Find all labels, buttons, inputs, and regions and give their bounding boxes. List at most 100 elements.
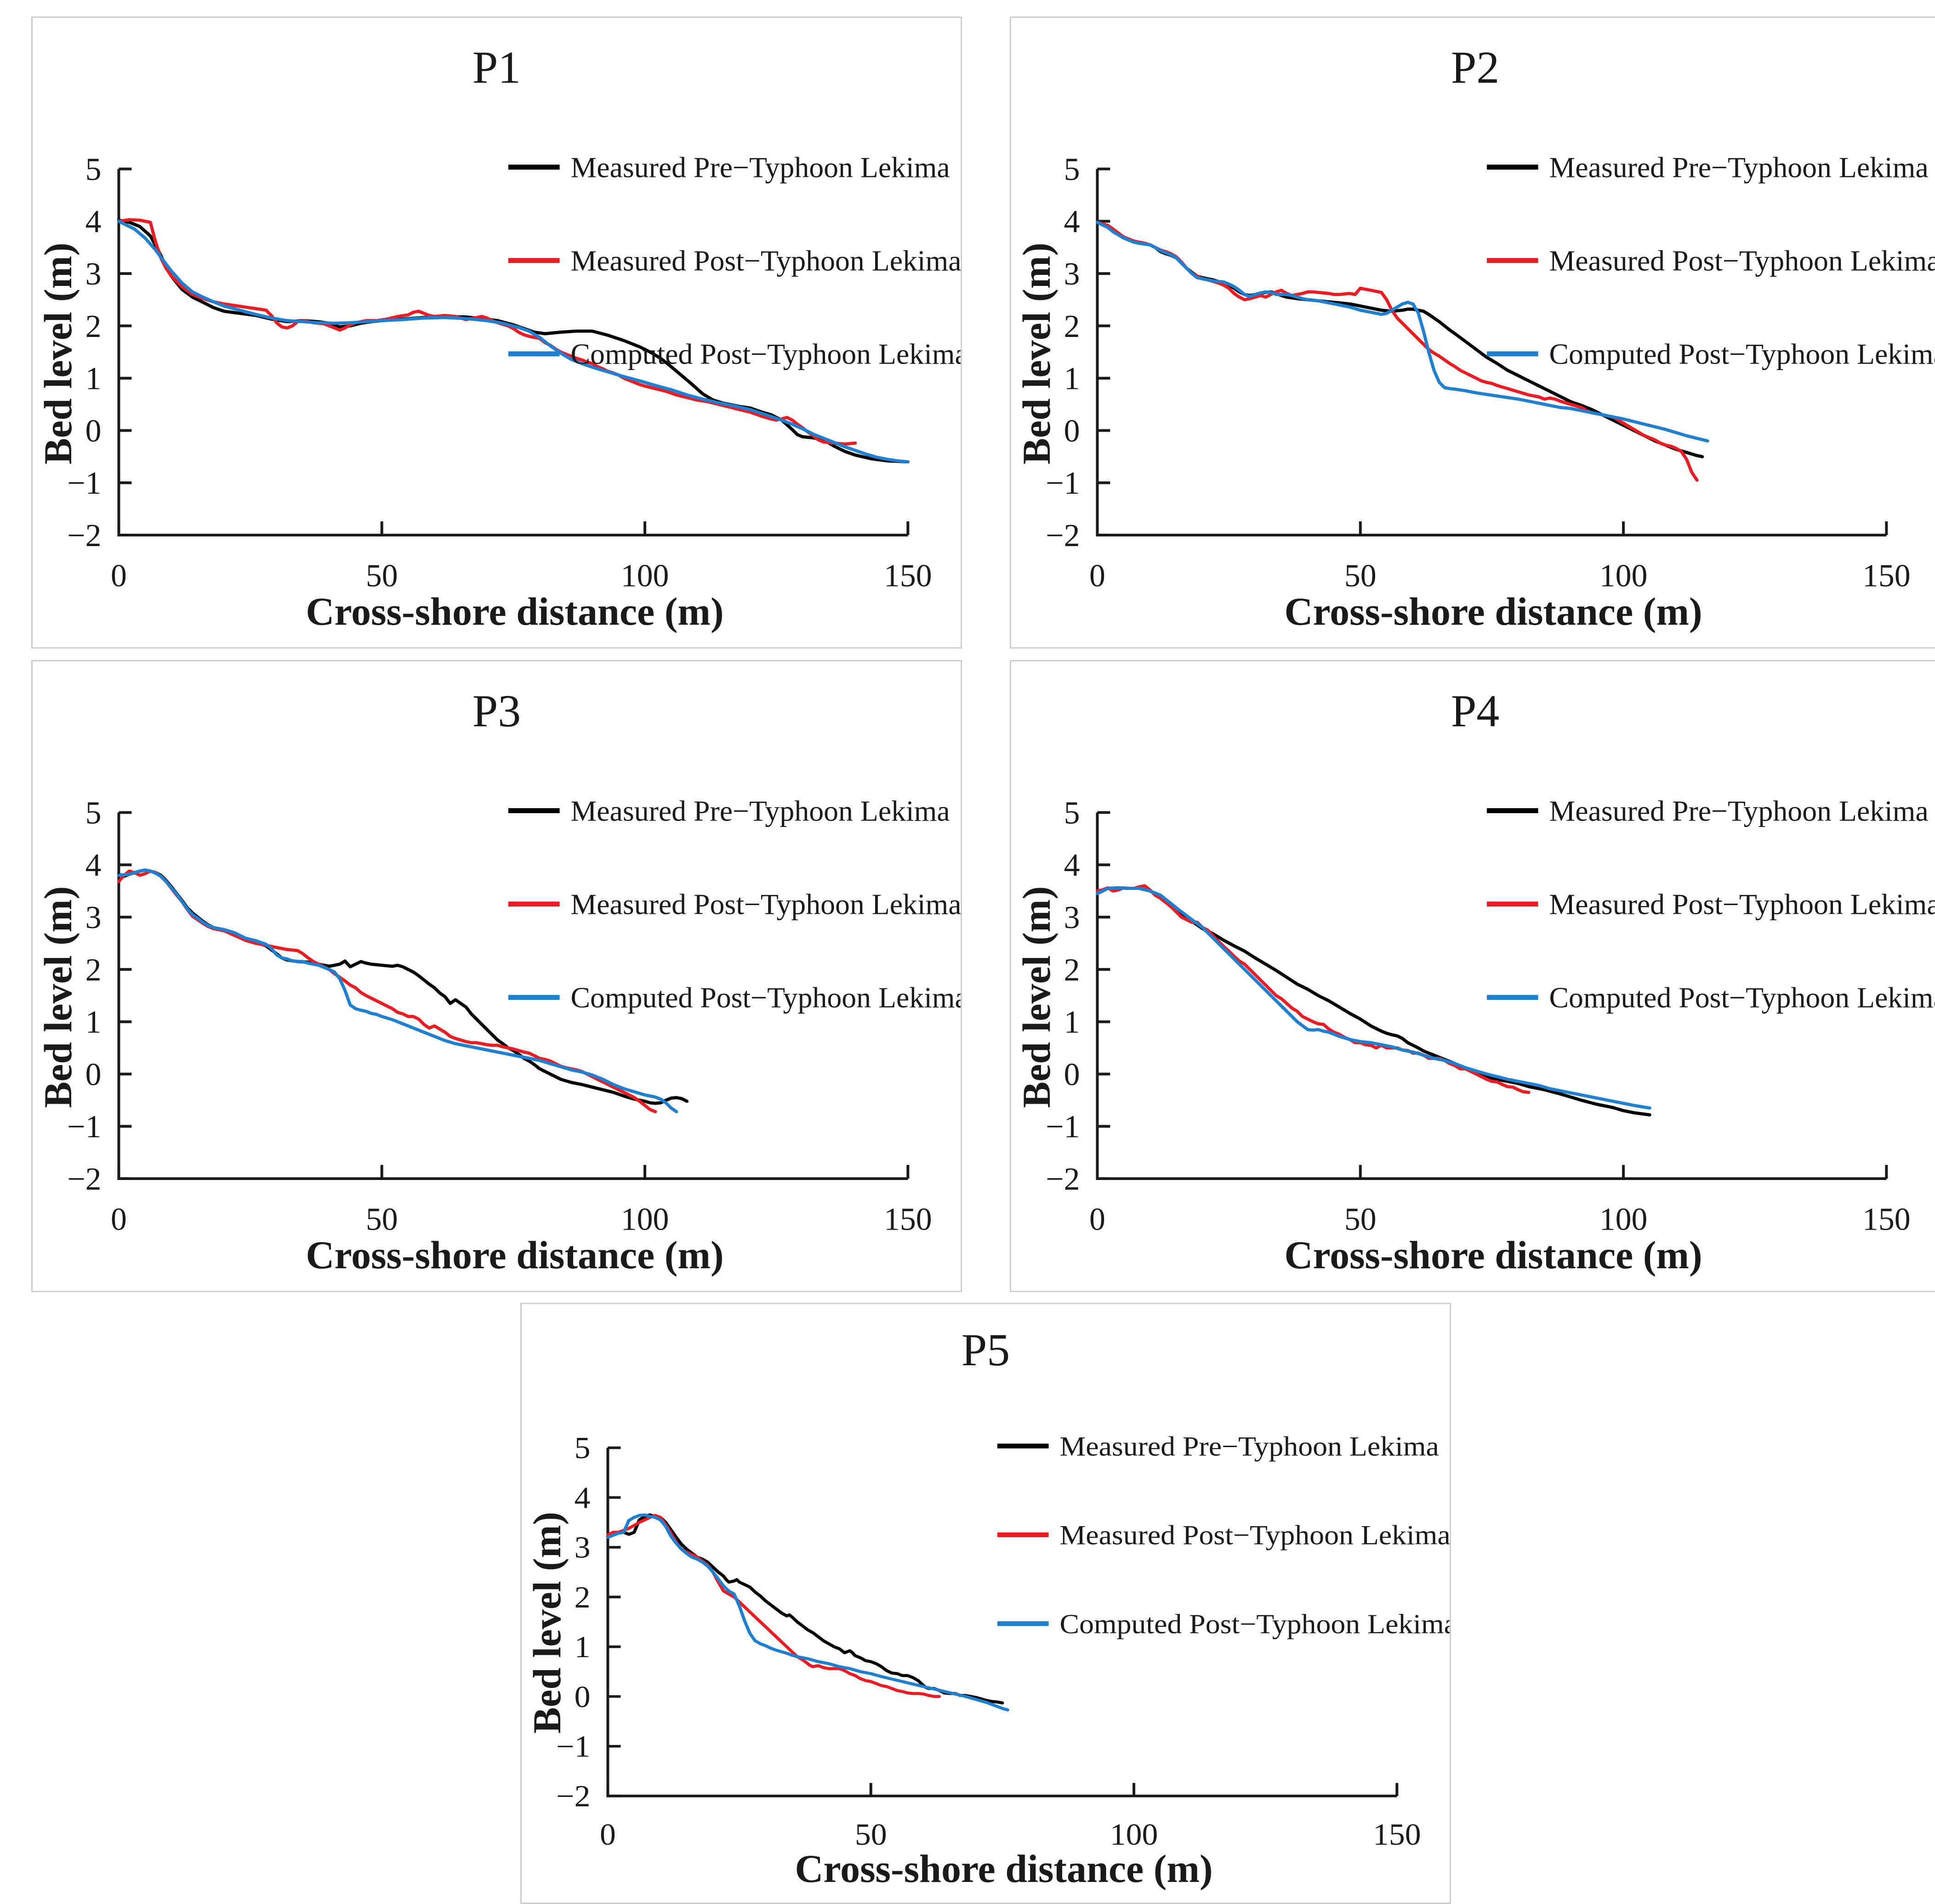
y-tick-label: −2 [1046,518,1080,553]
legend-label: Measured Pre−Typhoon Lekima [1549,795,1929,827]
y-tick-label: 5 [1064,795,1080,831]
y-tick-label: −2 [67,1162,101,1197]
chart-title: P2 [1451,42,1500,93]
y-tick-label: 1 [85,1005,102,1040]
y-tick-label: 2 [1064,952,1080,988]
y-tick-label: 0 [575,1680,591,1714]
legend-label: Computed Post−Typhoon Lekima [571,981,961,1014]
legend-label: Measured Post−Typhoon Lekima [1549,245,1935,277]
chart-title: P1 [472,42,521,93]
y-tick-label: 5 [85,152,102,187]
x-tick-label: 0 [1089,1202,1105,1237]
series-line-2 [1095,884,1531,1094]
legend-label: Measured Post−Typhoon Lekima [1549,888,1935,921]
chart-title: P3 [472,685,521,736]
x-tick-label: 50 [1344,559,1377,594]
y-tick-label: −2 [67,518,101,553]
y-tick-label: 5 [575,1431,591,1465]
y-tick-label: 2 [85,309,102,344]
chart-title: P4 [1451,685,1500,736]
legend-label: Measured Post−Typhoon Lekima [571,888,961,921]
series-line-1 [606,1513,1004,1704]
y-tick-label: 3 [1064,257,1080,292]
series-line-3 [606,1513,1009,1712]
x-tick-label: 100 [1110,1818,1158,1852]
chart-title: P5 [961,1324,1010,1375]
x-tick-label: 50 [1344,1202,1377,1237]
series-line-3 [117,219,910,464]
x-tick-label: 100 [621,559,669,594]
legend-label: Measured Post−Typhoon Lekima [1060,1520,1450,1551]
y-tick-label: −1 [1046,466,1080,501]
x-tick-label: 100 [1599,559,1648,594]
x-axis-label: Cross-shore distance (m) [306,589,724,633]
x-tick-label: 0 [111,1202,127,1237]
y-tick-label: −2 [1046,1162,1080,1197]
y-tick-label: 3 [1064,900,1080,935]
y-tick-label: −1 [67,1109,101,1145]
series-line-3 [117,868,678,1113]
legend-label: Measured Pre−Typhoon Lekima [571,151,950,184]
y-tick-label: 2 [575,1580,591,1614]
x-tick-label: 50 [366,1202,398,1237]
plot-canvas-p4: 5 4 3 2 1 0 −1 −2 0 50 100 150 Measured Pre−Typhoon … [1046,795,1935,1237]
y-tick-label: 4 [85,204,102,239]
x-tick-label: 0 [1089,559,1105,594]
y-tick-label: −1 [1046,1109,1080,1145]
chart-panel-p2: P2 Bed level (m) Cross-shore distance (m… [1010,17,1935,649]
x-tick-label: 150 [884,559,932,594]
y-tick-label: 5 [1064,152,1080,187]
x-axis-label: Cross-shore distance (m) [1284,589,1702,633]
legend-label: Computed Post−Typhoon Lekima [571,338,961,371]
chart-panel-p4: P4 Bed level (m) Cross-shore distance (m… [1010,660,1935,1292]
y-tick-label: 3 [85,900,102,935]
x-tick-label: 100 [1599,1202,1648,1237]
chart-panel-p5: P5 Bed level (m) Cross-shore distance (m… [520,1303,1451,1904]
y-tick-label: 1 [1064,1005,1080,1040]
y-tick-label: 1 [1064,361,1080,397]
plot-canvas-p3: 5 4 3 2 1 0 −1 −2 0 50 100 150 Measured Pre−Typhoon … [67,795,961,1237]
x-axis-label: Cross-shore distance (m) [306,1233,724,1277]
y-tick-label: 0 [85,413,102,449]
x-tick-label: 150 [884,1202,932,1237]
x-axis-label: Cross-shore distance (m) [795,1847,1213,1891]
x-tick-label: 50 [855,1818,887,1852]
x-tick-label: 50 [366,559,398,594]
x-tick-label: 150 [1862,1202,1911,1237]
y-tick-label: 5 [85,795,102,831]
legend-label: Measured Pre−Typhoon Lekima [1060,1431,1439,1462]
legend-label: Measured Post−Typhoon Lekima [571,245,961,277]
y-tick-label: 0 [1064,1057,1080,1092]
x-tick-label: 100 [621,1202,669,1237]
x-axis-label: Cross-shore distance (m) [1284,1233,1702,1277]
y-tick-label: 4 [1064,848,1080,883]
legend-label: Measured Pre−Typhoon Lekima [571,795,950,827]
y-tick-label: 0 [1064,413,1080,449]
plot-canvas-p1: 5 4 3 2 1 0 −1 −2 0 50 100 150 Measured Pre−Typhoon … [67,151,961,594]
y-tick-label: 3 [575,1530,591,1564]
y-tick-label: 3 [85,257,102,292]
legend-label: Computed Post−Typhoon Lekima [1060,1609,1450,1639]
legend-label: Computed Post−Typhoon Lekima [1549,981,1935,1014]
x-tick-label: 0 [111,559,127,594]
y-tick-label: 4 [1064,204,1080,239]
y-tick-label: 1 [575,1630,591,1664]
series-line-3 [1095,886,1651,1110]
legend-label: Computed Post−Typhoon Lekima [1549,338,1935,371]
y-tick-label: 2 [1064,309,1080,344]
chart-panel-p3: P3 Bed level (m) Cross-shore distance (m… [31,660,962,1292]
series-line-3 [1095,221,1709,443]
x-tick-label: 0 [600,1818,616,1852]
plot-canvas-p5: 5 4 3 2 1 0 −1 −2 0 50 100 150 Measured Pre−Typhoon … [556,1431,1450,1852]
y-tick-label: −1 [67,466,101,501]
x-tick-label: 150 [1862,559,1911,594]
y-tick-label: 0 [85,1057,102,1092]
x-tick-label: 150 [1373,1818,1421,1852]
y-tick-label: −1 [556,1729,590,1763]
y-tick-label: 2 [85,952,102,988]
y-tick-label: −2 [556,1779,590,1813]
y-tick-label: 4 [575,1481,591,1515]
chart-panel-p1: P1 Bed level (m) Cross-shore distance (m… [31,17,962,649]
y-tick-label: 4 [85,848,102,883]
